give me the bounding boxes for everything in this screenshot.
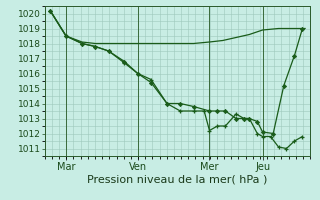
X-axis label: Pression niveau de la mer( hPa ): Pression niveau de la mer( hPa ): [87, 174, 268, 184]
